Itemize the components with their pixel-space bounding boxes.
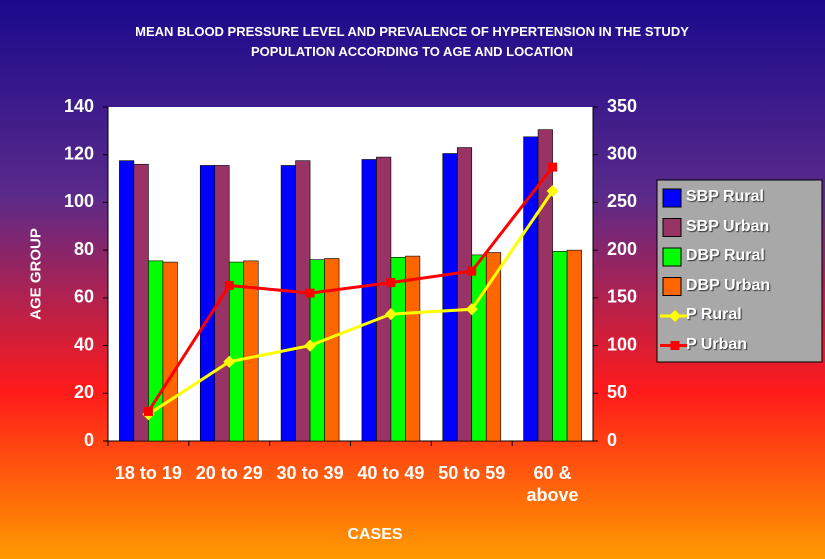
legend-label: DBP Urban [686, 276, 771, 294]
bar [471, 254, 487, 442]
line-marker [386, 278, 396, 288]
bar [405, 255, 421, 442]
chart-title: MEAN BLOOD PRESSURE LEVEL AND PREVALENCE… [135, 24, 689, 59]
legend-label: DBP Rural [686, 247, 765, 264]
y-tick-label: 100 [64, 191, 94, 211]
y2-tick-label: 200 [607, 239, 637, 259]
bar [133, 163, 149, 442]
bar [566, 249, 582, 442]
y-tick-label: 140 [64, 96, 94, 116]
bar [119, 160, 135, 442]
y2-tick-label: 100 [607, 334, 637, 354]
y-tick-label: 40 [74, 334, 94, 354]
line-marker [304, 339, 317, 352]
bar [199, 165, 216, 442]
legend-label: SBP Rural [686, 188, 764, 205]
bar [552, 251, 568, 442]
line-marker [465, 303, 478, 316]
line-marker [670, 341, 680, 350]
line-marker [669, 310, 681, 322]
legend-label: SBP Urban [686, 217, 770, 235]
line-marker [548, 162, 558, 172]
legend-box [656, 179, 823, 363]
legend-label: P Urban [686, 335, 748, 353]
x-tick-label: 20 to 29 [195, 463, 263, 483]
x-tick-label: 40 to 49 [357, 463, 425, 483]
y2-tick-label: 0 [607, 430, 617, 450]
bar [162, 261, 178, 442]
x-tick-label: 60 & above [526, 463, 579, 505]
bar [295, 160, 311, 442]
bar [280, 165, 296, 442]
line-marker [223, 355, 236, 368]
x-tick-label: 30 to 39 [276, 463, 344, 483]
y2-tick-label: 50 [607, 382, 627, 402]
line [147, 190, 554, 416]
plot-area [108, 107, 593, 441]
legend-label: P Rural [686, 306, 742, 323]
y2-tick-label: 350 [607, 96, 637, 116]
y-tick-label: 120 [64, 143, 94, 163]
bar [361, 159, 377, 442]
y-tick-label: 60 [74, 287, 94, 307]
bar [324, 258, 340, 442]
line-marker [305, 288, 315, 298]
x-axis-label: CASES [347, 526, 403, 543]
y2-tick-label: 300 [607, 143, 637, 163]
bar [243, 260, 259, 442]
legend-swatch [662, 218, 682, 237]
y-tick-label: 0 [84, 430, 94, 450]
y2-tick-label: 150 [607, 287, 637, 307]
y-axis-label: AGE GROUP [27, 228, 45, 320]
x-tick-label: 18 to 19 [114, 463, 182, 483]
y-tick-label: 20 [74, 382, 94, 402]
line [147, 166, 554, 413]
line-marker [467, 266, 477, 276]
bar [523, 136, 539, 442]
line-marker [224, 280, 234, 290]
y2-tick-label: 250 [607, 191, 637, 211]
y-tick-label: 80 [74, 239, 94, 259]
legend-swatch [662, 277, 682, 296]
bar [456, 147, 473, 442]
bar [442, 153, 458, 442]
line-marker [143, 406, 153, 416]
x-tick-label: 50 to 59 [438, 463, 506, 483]
legend-swatch [662, 188, 682, 208]
bar [309, 259, 325, 442]
line-marker [384, 308, 397, 321]
bar [376, 156, 392, 442]
bar [485, 252, 502, 442]
legend-swatch [662, 247, 682, 267]
line-marker [546, 184, 559, 197]
